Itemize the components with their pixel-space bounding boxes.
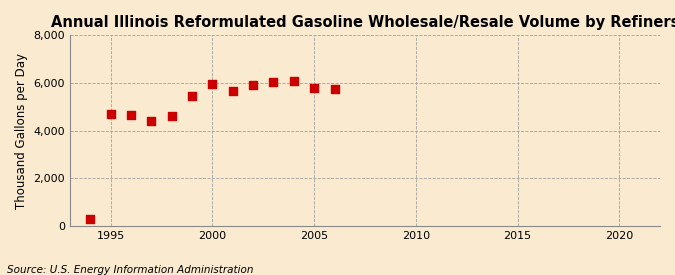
Point [248, 83, 259, 87]
Point [166, 114, 177, 119]
Point [126, 113, 136, 117]
Point [308, 86, 319, 90]
Point [329, 87, 340, 91]
Point [146, 119, 157, 123]
Point [85, 216, 96, 221]
Point [207, 82, 218, 86]
Point [268, 79, 279, 84]
Point [227, 89, 238, 94]
Point [288, 78, 299, 83]
Text: Source: U.S. Energy Information Administration: Source: U.S. Energy Information Administ… [7, 265, 253, 275]
Title: Annual Illinois Reformulated Gasoline Wholesale/Resale Volume by Refiners: Annual Illinois Reformulated Gasoline Wh… [51, 15, 675, 30]
Y-axis label: Thousand Gallons per Day: Thousand Gallons per Day [15, 53, 28, 209]
Point [187, 94, 198, 98]
Point [105, 112, 116, 116]
